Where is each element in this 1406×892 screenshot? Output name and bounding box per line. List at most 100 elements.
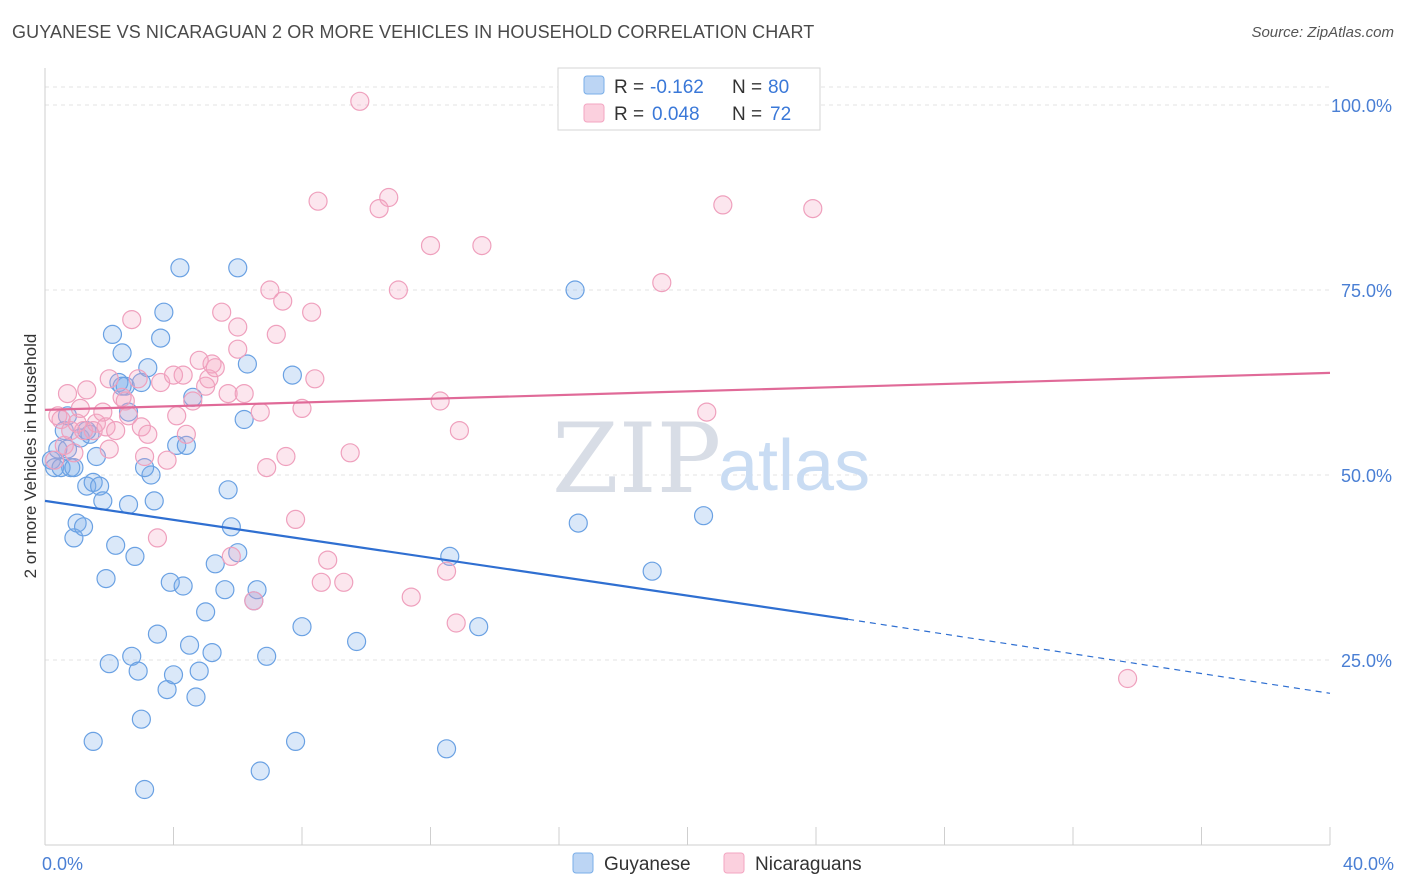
guyanese-point [144, 491, 164, 511]
guyanese-point [64, 528, 84, 548]
trend-lines [44, 371, 1331, 694]
watermark: ZIP atlas [552, 403, 870, 515]
guyanese-point [112, 343, 132, 363]
guyanese-point [118, 495, 139, 515]
guyanese-point [151, 328, 171, 348]
nicaraguan-point [472, 236, 492, 256]
guyanese-point [205, 554, 225, 574]
guyanese-point [147, 624, 168, 644]
nicaraguan-point [228, 339, 248, 359]
guyanese-point [128, 661, 148, 681]
nicaraguan-point [67, 413, 87, 433]
legend-n-value-2: 72 [770, 104, 791, 125]
y-tick-labels: 25.0% 50.0% 75.0% 100.0% [1331, 96, 1392, 671]
nicaraguan-point [803, 199, 823, 219]
x-tick-label: 0.0% [42, 854, 83, 874]
nicaraguan-point [305, 369, 325, 389]
x-tick-labels: 0.0% 40.0% [42, 854, 1394, 874]
guyanese-point [125, 546, 145, 567]
nicaraguan-point [250, 402, 270, 422]
nicaraguan-series-label: Nicaraguans [755, 854, 862, 875]
nicaraguan-point [388, 280, 408, 300]
nicaraguan-point [1118, 668, 1138, 689]
guyanese-point [154, 302, 174, 322]
guyanese-point [64, 458, 84, 478]
guyanese-point [228, 258, 248, 278]
guyanese-point [693, 506, 714, 526]
guyanese-point [250, 761, 270, 781]
guyanese-point [234, 409, 254, 430]
nicaraguan-legend-swatch [583, 103, 605, 123]
y-tick-label: 25.0% [1341, 651, 1392, 671]
guyanese-trend-extension [848, 618, 1331, 694]
nicaraguan-point [308, 191, 328, 211]
nicaraguan-point [57, 384, 78, 404]
guyanese-point [45, 458, 65, 478]
guyanese-point [138, 358, 158, 378]
guyanese-point [160, 572, 180, 592]
nicaraguan-point [147, 528, 168, 548]
guyanese-point [173, 576, 193, 596]
x-tick-label: 40.0% [1343, 854, 1394, 874]
nicaraguan-point [131, 417, 151, 437]
guyanese-point [292, 617, 312, 637]
guyanese-point [282, 365, 302, 385]
guyanese-point [247, 580, 267, 600]
guyanese-point [215, 580, 235, 600]
nicaraguan-point [138, 424, 158, 444]
nicaraguan-point [199, 369, 219, 389]
nicaraguan-point [45, 450, 65, 470]
nicaraguan-point [276, 446, 296, 467]
nicaraguan-point [420, 236, 441, 256]
y-tick-label: 50.0% [1341, 466, 1392, 486]
guyanese-point [93, 491, 113, 511]
guyanese-point [565, 280, 585, 300]
watermark-zip: ZIP [552, 403, 721, 515]
nicaraguan-point [369, 199, 389, 219]
nicaraguan-point [285, 509, 306, 530]
guyanese-point [99, 654, 119, 674]
chart-source: Source: ZipAtlas.com [1251, 24, 1394, 41]
nicaraguan-points [45, 91, 1138, 689]
guyanese-point [106, 535, 126, 555]
nicaraguan-trend-line [44, 371, 1331, 411]
guyanese-point [83, 731, 103, 752]
nicaraguan-point [302, 302, 322, 322]
guyanese-point [167, 435, 187, 455]
nicaraguan-point [228, 317, 248, 337]
nicaraguan-point [234, 384, 254, 404]
nicaraguan-point [430, 391, 450, 411]
nicaraguan-point [96, 417, 116, 437]
nicaraguan-point [449, 421, 470, 441]
nicaraguan-point [176, 424, 196, 444]
legend-r-label-1: R = [614, 77, 644, 98]
nicaraguan-point [350, 91, 370, 111]
nicaraguan-point [77, 380, 97, 400]
guyanese-trend-line [44, 499, 849, 621]
series-legend: Guyanese Nicaraguans [572, 852, 862, 875]
nicaraguan-point [273, 291, 293, 311]
axes [44, 68, 1331, 846]
guyanese-point [347, 631, 367, 652]
nicaraguan-series-swatch [723, 852, 745, 874]
guyanese-point [237, 354, 257, 374]
guyanese-point [141, 465, 161, 485]
nicaraguan-point [697, 402, 717, 422]
nicaraguan-point [311, 572, 331, 592]
nicaraguan-point [334, 572, 354, 592]
nicaraguan-point [106, 421, 126, 441]
guyanese-point [189, 661, 209, 681]
nicaraguan-point [221, 546, 241, 567]
y-axis-label: 2 or more Vehicles in Household [21, 334, 40, 579]
guyanese-point [170, 258, 190, 278]
nicaraguan-point [167, 406, 187, 426]
stats-legend: R = -0.162 N = 80 R = 0.048 N = 72 [557, 67, 821, 131]
guyanese-point [102, 324, 123, 344]
guyanese-points [41, 258, 714, 800]
nicaraguan-point [64, 443, 84, 463]
y-tick-label: 100.0% [1331, 96, 1392, 116]
guyanese-point [134, 779, 155, 800]
nicaraguan-point [436, 561, 457, 581]
legend-r-value-2: 0.048 [652, 104, 700, 125]
nicaraguan-point [205, 358, 225, 378]
